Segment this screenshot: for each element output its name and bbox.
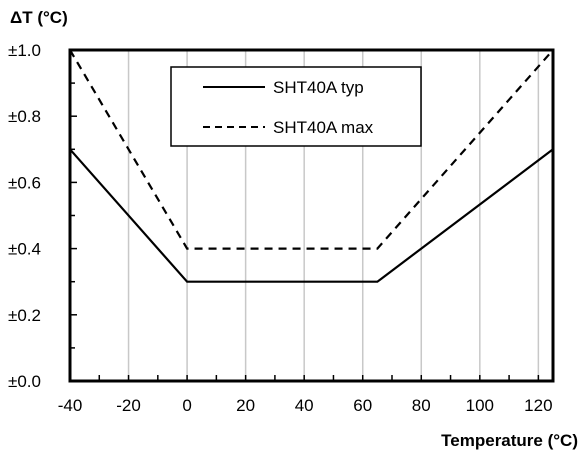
legend-box bbox=[170, 66, 422, 147]
x-tick-label: 20 bbox=[236, 396, 255, 415]
series-lines bbox=[69, 49, 554, 283]
y-tick-label: ±0.8 bbox=[8, 107, 41, 126]
legend-label-max: SHT40A max bbox=[273, 118, 374, 137]
x-tick-label: -20 bbox=[116, 396, 141, 415]
x-tick-label: 100 bbox=[466, 396, 494, 415]
y-axis-title: ΔT (°C) bbox=[10, 8, 68, 27]
y-tick-label: ±0.2 bbox=[8, 306, 41, 325]
x-axis-title: Temperature (°C) bbox=[441, 431, 578, 450]
x-tick-label: 80 bbox=[412, 396, 431, 415]
tick-labels: -40 -20 0 20 40 60 80 100 120 ±0.0 ±0.2 ±0.4 ±0.6 ±0.… bbox=[8, 41, 553, 415]
legend: SHT40A typ SHT40A max bbox=[170, 66, 422, 147]
x-tick-label: -40 bbox=[58, 396, 83, 415]
y-tick-label: ±1.0 bbox=[8, 41, 41, 60]
x-tick-label: 120 bbox=[524, 396, 552, 415]
y-tick-label: ±0.4 bbox=[8, 240, 41, 259]
x-tick-label: 40 bbox=[295, 396, 314, 415]
legend-label-typ: SHT40A typ bbox=[273, 78, 364, 97]
series-line-typ bbox=[69, 148, 554, 283]
y-tick-label: ±0.6 bbox=[8, 173, 41, 192]
series-line-max bbox=[69, 49, 554, 250]
x-tick-label: 60 bbox=[353, 396, 372, 415]
y-tick-label: ±0.0 bbox=[8, 372, 41, 391]
x-tick-label: 0 bbox=[182, 396, 191, 415]
plot-frame bbox=[68, 48, 555, 383]
